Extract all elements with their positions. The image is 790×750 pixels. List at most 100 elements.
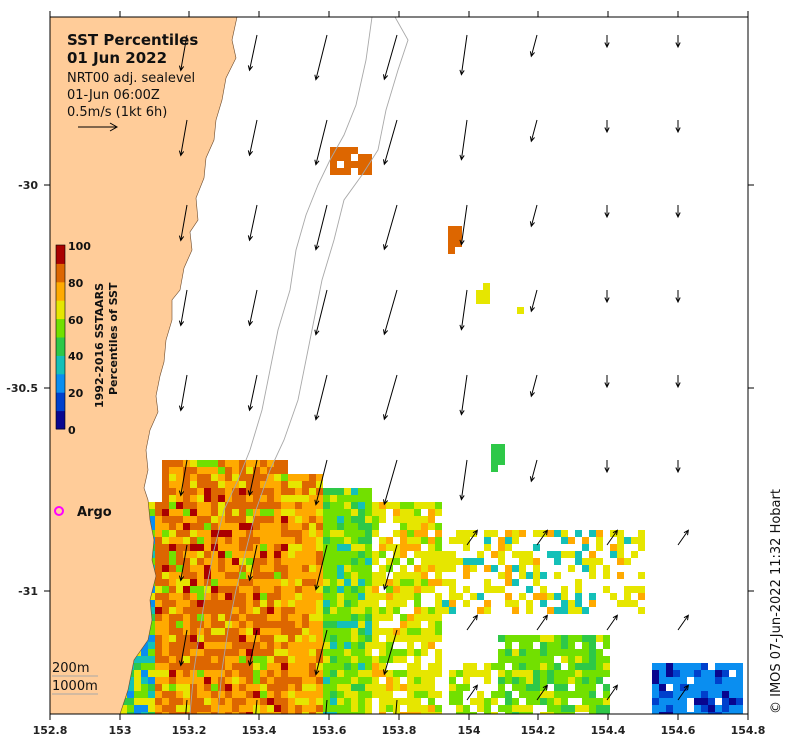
sst-pixel: [421, 677, 428, 684]
sst-pixel: [414, 593, 421, 600]
sst-pixel: [316, 642, 323, 649]
sst-pixel: [183, 684, 190, 691]
sst-pixel: [344, 705, 351, 712]
colorbar-swatch: [56, 337, 65, 356]
current-arrow: [536, 529, 548, 546]
sst-pixel: [414, 509, 421, 516]
sst-pixel: [218, 712, 225, 714]
sst-pixel: [337, 586, 344, 593]
sst-pixel: [309, 698, 316, 705]
sst-pixel: [596, 705, 603, 712]
sst-pixel: [267, 530, 274, 537]
sst-pixel: [393, 530, 400, 537]
sst-pixel: [176, 516, 183, 523]
sst-pixel: [155, 600, 162, 607]
sst-pixel: [666, 670, 673, 677]
sst-pixel: [386, 586, 393, 593]
sst-pixel: [498, 558, 505, 565]
sst-pixel: [540, 663, 547, 670]
sst-pixel: [393, 558, 400, 565]
sst-pixel: [533, 544, 540, 551]
sst-pixel: [673, 677, 680, 684]
sst-pixel: [155, 698, 162, 705]
sst-pixel: [218, 649, 225, 656]
sst-pixel: [183, 558, 190, 565]
sst-pixel: [435, 600, 442, 607]
sst-pixel: [127, 712, 134, 714]
sst-pixel: [225, 600, 232, 607]
sst-pixel: [491, 465, 498, 472]
sst-pixel: [197, 600, 204, 607]
sst-pixel: [414, 607, 421, 614]
sst-pixel: [568, 670, 575, 677]
sst-pixel: [456, 593, 463, 600]
sst-pixel: [330, 593, 337, 600]
sst-pixel: [197, 670, 204, 677]
sst-pixel: [477, 607, 484, 614]
sst-pixel: [302, 656, 309, 663]
sst-pixel: [281, 691, 288, 698]
sst-pixel: [232, 551, 239, 558]
sst-pixel: [344, 698, 351, 705]
current-arrow: [185, 699, 188, 714]
sst-pixel: [428, 551, 435, 558]
sst-pixel: [281, 621, 288, 628]
sst-pixel: [694, 698, 701, 705]
sst-pixel: [589, 572, 596, 579]
current-arrow: [529, 289, 538, 313]
sst-pixel: [680, 712, 687, 714]
current-arrow: [675, 205, 681, 219]
sst-pixel: [330, 161, 337, 168]
sst-pixel: [708, 705, 715, 712]
sst-pixel: [281, 509, 288, 516]
sst-pixel: [183, 523, 190, 530]
sst-pixel: [295, 565, 302, 572]
sst-pixel: [225, 649, 232, 656]
sst-pixel: [547, 705, 554, 712]
sst-pixel: [197, 691, 204, 698]
sst-pixel: [680, 698, 687, 705]
sst-pixel: [197, 635, 204, 642]
sst-pixel: [323, 593, 330, 600]
sst-pixel: [218, 691, 225, 698]
sst-pixel: [225, 684, 232, 691]
sst-pixel: [281, 656, 288, 663]
sst-pixel: [162, 656, 169, 663]
sst-pixel: [575, 663, 582, 670]
x-tick-label: 154: [458, 724, 481, 737]
sst-pixel: [526, 551, 533, 558]
sst-pixel: [484, 600, 491, 607]
sst-pixel: [512, 537, 519, 544]
sst-pixel: [393, 677, 400, 684]
sst-pixel: [316, 558, 323, 565]
sst-pixel: [568, 537, 575, 544]
current-arrow: [459, 459, 468, 501]
sst-pixel: [281, 614, 288, 621]
sst-pixel: [176, 509, 183, 516]
sst-pixel: [638, 530, 645, 537]
sst-pixel: [365, 502, 372, 509]
sst-pixel: [267, 467, 274, 474]
sst-pixel: [218, 558, 225, 565]
sst-pixel: [239, 495, 246, 502]
sst-pixel: [316, 628, 323, 635]
sst-pixel: [176, 593, 183, 600]
sst-pixel: [330, 558, 337, 565]
sst-pixel: [498, 544, 505, 551]
sst-pixel: [449, 565, 456, 572]
sst-pixel: [211, 502, 218, 509]
sst-pixel: [428, 684, 435, 691]
sst-pixel: [722, 670, 729, 677]
sst-pixel: [253, 677, 260, 684]
sst-pixel: [253, 691, 260, 698]
sst-pixel: [295, 621, 302, 628]
sst-pixel: [183, 565, 190, 572]
sst-pixel: [512, 670, 519, 677]
sst-pixel: [379, 607, 386, 614]
sst-pixel: [197, 642, 204, 649]
sst-pixel: [316, 537, 323, 544]
sst-pixel: [197, 530, 204, 537]
sst-pixel: [309, 481, 316, 488]
sst-pixel: [190, 663, 197, 670]
sst-pixel: [190, 488, 197, 495]
